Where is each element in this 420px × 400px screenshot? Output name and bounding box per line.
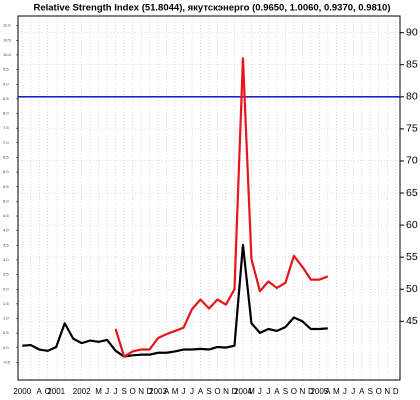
- y2-tick-label: 4.0: [3, 228, 9, 233]
- y2-tick-label: 4.5: [3, 213, 9, 218]
- y2-tick-label: 1.5: [3, 301, 9, 306]
- x-tick-label: 2002: [73, 387, 91, 396]
- x-tick-label: A: [359, 387, 365, 396]
- x-tick-label: J: [114, 387, 118, 396]
- x-tick-label: A: [164, 387, 170, 396]
- y-tick-label: 80: [406, 91, 418, 103]
- y2-tick-label: 2.0: [3, 286, 9, 291]
- y2-tick-label: 7.5: [3, 125, 9, 130]
- x-tick-label: J: [266, 387, 270, 396]
- plot-frame: [17, 15, 401, 381]
- y2-tick-label: 0.5: [3, 330, 9, 335]
- x-tick-label: 2001: [47, 387, 65, 396]
- y2-tick-label: 11.0: [3, 23, 11, 28]
- y2-tick-label: 2.5: [3, 272, 9, 277]
- y2-tick-label: 3.0: [3, 257, 9, 262]
- y-tick-label: 55: [406, 251, 418, 263]
- x-tick-label: D: [393, 387, 399, 396]
- x-tick-label: A: [325, 387, 331, 396]
- x-tick-label: D: [308, 387, 314, 396]
- x-tick-label: S: [121, 387, 126, 396]
- x-tick-label: J: [190, 387, 194, 396]
- y2-tick-label: 3.5: [3, 242, 9, 247]
- y-tick-label: 65: [406, 187, 418, 199]
- x-tick-label: A: [198, 387, 204, 396]
- series-line: [114, 57, 329, 358]
- x-tick-label: N: [223, 387, 229, 396]
- y-tick-label: 70: [406, 155, 418, 167]
- y2-tick-label: 9.5: [3, 67, 9, 72]
- y-tick-label: 90: [406, 26, 418, 38]
- x-tick-label: O: [129, 387, 135, 396]
- x-tick-label: D: [147, 387, 153, 396]
- y2-tick-label: 0.0: [3, 345, 9, 350]
- x-tick-label: M: [172, 387, 179, 396]
- x-tick-label: O: [214, 387, 220, 396]
- x-tick-label: S: [368, 387, 373, 396]
- x-tick-label: N: [384, 387, 390, 396]
- y2-tick-label: 10.5: [3, 37, 12, 42]
- chart-title: Relative Strength Index (51.8044), якутс…: [33, 3, 390, 14]
- x-tick-label: A: [274, 387, 280, 396]
- x-tick-label: S: [206, 387, 211, 396]
- x-tick-label: N: [138, 387, 144, 396]
- x-tick-label: D: [232, 387, 238, 396]
- x-tick-label: N: [299, 387, 305, 396]
- x-tick-label: J: [105, 387, 109, 396]
- x-tick-label: M: [333, 387, 340, 396]
- y2-tick-label: 6.0: [3, 169, 9, 174]
- x-tick-label: O: [376, 387, 382, 396]
- y2-tick-label: 5.5: [3, 184, 9, 189]
- x-tick-label: 2005: [310, 387, 328, 396]
- y2-tick-label: 10.0: [3, 52, 12, 57]
- x-tick-label: M: [248, 387, 255, 396]
- x-tick-label: 2003: [149, 387, 167, 396]
- x-tick-label: O: [291, 387, 297, 396]
- y2-tick-label: 6.5: [3, 155, 9, 160]
- x-tick-label: O: [45, 387, 51, 396]
- x-tick-label: 2004: [234, 387, 252, 396]
- y2-tick-label: 8.5: [3, 96, 9, 101]
- y2-tick-label: 1.0: [3, 316, 9, 321]
- y-tick-label: 50: [406, 283, 418, 295]
- y2-tick-label: 9.0: [3, 81, 9, 86]
- x-tick-label: 2000: [13, 387, 31, 396]
- y-tick-label: 45: [406, 315, 418, 327]
- y-tick-label: 85: [406, 59, 418, 71]
- y2-tick-label: 5.0: [3, 198, 9, 203]
- y2-tick-label: 8.0: [3, 111, 9, 116]
- x-tick-label: J: [258, 387, 262, 396]
- y2-tick-label: -0.5: [3, 359, 11, 364]
- x-tick-label: A: [37, 387, 43, 396]
- y2-tick-label: 7.0: [3, 140, 9, 145]
- x-tick-label: J: [182, 387, 186, 396]
- x-tick-label: S: [283, 387, 288, 396]
- y-tick-label: 75: [406, 123, 418, 135]
- y-tick-label: 60: [406, 219, 418, 231]
- x-tick-label: J: [343, 387, 347, 396]
- x-tick-label: M: [95, 387, 102, 396]
- series-line: [22, 243, 328, 358]
- x-tick-label: J: [351, 387, 355, 396]
